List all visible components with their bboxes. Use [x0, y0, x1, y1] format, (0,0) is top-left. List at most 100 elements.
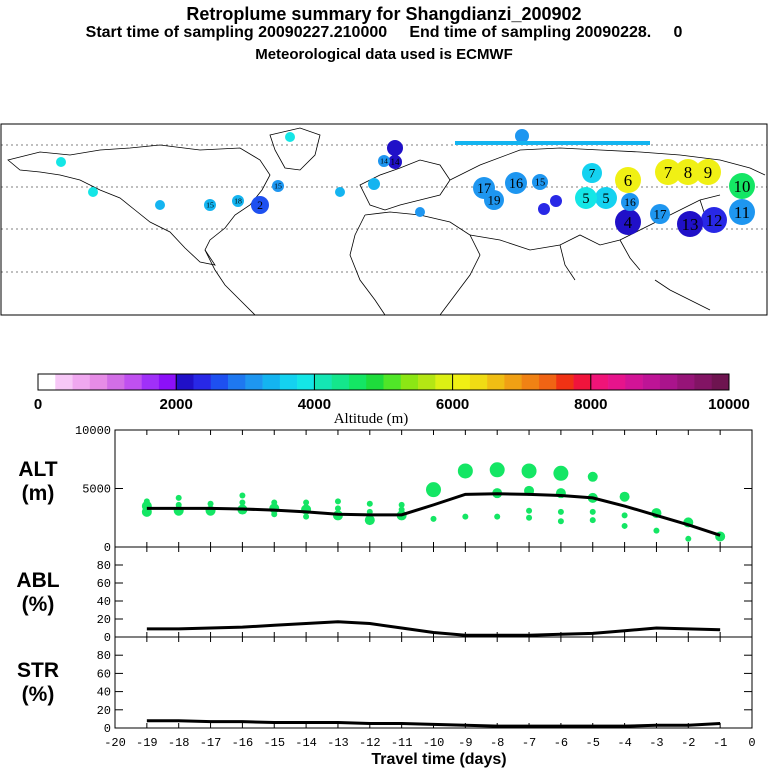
y-tick-label: 80 — [97, 559, 111, 573]
y-tick-label: 0 — [104, 722, 111, 736]
map-marker — [615, 167, 641, 193]
map-marker-label: 18 — [234, 197, 242, 206]
met-data-note: Meteorological data used is ECMWF — [255, 46, 513, 63]
alt-point — [334, 498, 341, 505]
alt-mean-line — [146, 492, 721, 537]
colorbar-swatch — [314, 374, 332, 390]
map-marker — [415, 207, 425, 217]
map-marker-label: 9 — [704, 163, 712, 182]
map-marker — [368, 178, 380, 190]
alt-point — [685, 535, 692, 542]
map-marker-label: 15 — [274, 182, 282, 191]
colorbar-swatch — [659, 374, 678, 390]
map-marker — [155, 200, 165, 210]
colorbar-swatch — [107, 374, 125, 390]
map-marker — [388, 155, 402, 169]
x-tick-label: -11 — [391, 736, 413, 750]
alt-point — [521, 463, 537, 479]
x-tick-label: 0 — [748, 736, 755, 750]
colorbar-swatch — [331, 374, 350, 390]
colorbar-swatch — [435, 374, 453, 390]
x-tick-label: -3 — [649, 736, 663, 750]
map-marker-label: 16 — [509, 176, 523, 192]
alt-point — [457, 463, 473, 479]
map-marker — [272, 180, 284, 192]
alt-point — [553, 465, 569, 481]
alt-point — [207, 500, 214, 507]
map-marker-label: 16 — [624, 196, 636, 209]
panel-frame — [114, 636, 753, 729]
map-marker-label: 2 — [257, 199, 263, 212]
x-tick-label: -10 — [423, 736, 445, 750]
map-marker — [387, 140, 403, 156]
alt-point — [175, 501, 182, 508]
colorbar-swatch — [176, 374, 194, 390]
colorbar-tick-label: 4000 — [298, 396, 331, 413]
colorbar-tick-label: 0 — [34, 396, 42, 413]
map-marker-label: 6 — [624, 171, 632, 190]
alt-point — [494, 513, 501, 520]
panel-ylabel-units: (%) — [22, 683, 55, 706]
alt-point — [589, 517, 596, 524]
map-marker — [729, 173, 755, 199]
alt-point — [653, 527, 660, 534]
colorbar-tick-label: 10000 — [708, 396, 750, 413]
map-marker — [484, 190, 504, 210]
y-tick-label: 60 — [97, 667, 111, 681]
colorbar-swatch — [55, 374, 73, 390]
map-marker — [232, 195, 244, 207]
alt-point — [239, 492, 246, 499]
map-marker — [335, 187, 345, 197]
colorbar-tick-label: 8000 — [574, 396, 607, 413]
colorbar-swatch — [452, 374, 471, 390]
x-tick-label: -20 — [104, 736, 126, 750]
map-marker — [621, 193, 639, 211]
x-tick-label: -17 — [200, 736, 222, 750]
map-marker — [538, 203, 550, 215]
alt-point — [589, 508, 596, 515]
y-tick-label: 60 — [97, 577, 111, 591]
colorbar-axis-label: Altitude (m) — [334, 411, 409, 427]
y-tick-label: 5000 — [82, 483, 111, 497]
panel-ylabel: ABL — [16, 569, 59, 592]
alt-point — [621, 522, 628, 529]
y-tick-label: 0 — [104, 631, 111, 645]
map-marker — [251, 196, 269, 214]
colorbar-swatch — [538, 374, 557, 390]
colorbar-swatch — [158, 374, 177, 390]
x-axis-label: Travel time (days) — [371, 751, 506, 768]
colorbar-swatch — [400, 374, 419, 390]
alt-point — [557, 518, 564, 525]
colorbar-swatch — [210, 374, 229, 390]
colorbar-swatch — [262, 374, 281, 390]
alt-point — [621, 512, 628, 519]
alt-point — [303, 513, 310, 520]
alt-point — [398, 506, 405, 513]
alt-point — [426, 482, 441, 498]
map-marker — [582, 163, 602, 183]
map-marker — [675, 159, 701, 185]
x-tick-label: -14 — [295, 736, 317, 750]
map-marker-label: 15 — [206, 201, 214, 210]
alt-point — [271, 499, 278, 506]
colorbar-swatch — [642, 374, 661, 390]
map-marker-label: 5 — [602, 191, 609, 207]
colorbar-swatch — [625, 374, 643, 390]
map-marker-label: 14 — [380, 157, 388, 166]
map-marker-label: 11 — [734, 203, 750, 222]
alt-point — [557, 508, 564, 515]
map-marker — [650, 204, 670, 224]
colorbar-swatch — [590, 374, 609, 390]
colorbar-swatch — [504, 374, 522, 390]
colorbar-swatch — [348, 374, 367, 390]
alt-point — [334, 505, 341, 512]
colorbar-swatch — [38, 374, 56, 390]
y-tick-label: 20 — [97, 613, 111, 627]
colorbar-swatch — [469, 374, 488, 390]
abl-line — [146, 620, 721, 637]
x-tick-label: -1 — [713, 736, 727, 750]
map-marker-label: 15 — [535, 178, 545, 189]
alt-point — [303, 499, 310, 506]
